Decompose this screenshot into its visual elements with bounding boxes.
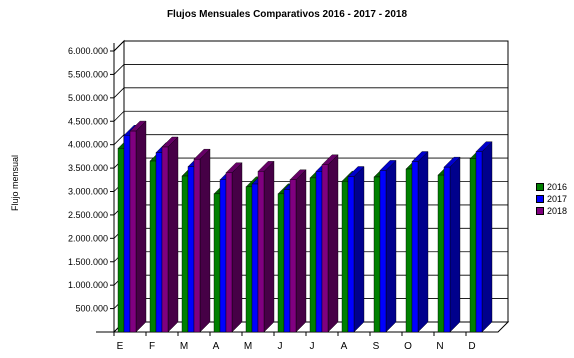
x-tick-label: M bbox=[180, 341, 188, 352]
x-tick-label: J bbox=[310, 341, 315, 352]
legend: 2016 2017 2018 bbox=[536, 181, 567, 217]
bar bbox=[123, 135, 131, 333]
bar bbox=[161, 146, 169, 333]
bar bbox=[129, 130, 137, 333]
y-tick-label: 2.500.000 bbox=[68, 210, 108, 220]
bar bbox=[193, 158, 201, 333]
bar-side bbox=[167, 136, 179, 333]
bar bbox=[475, 151, 483, 333]
bar bbox=[277, 193, 285, 333]
y-tick-label: 3.000.000 bbox=[68, 187, 108, 197]
gridline bbox=[113, 64, 508, 75]
gridline bbox=[113, 134, 508, 145]
gridline bbox=[113, 40, 508, 52]
bar bbox=[187, 166, 195, 333]
bar bbox=[437, 174, 445, 333]
y-tick-label: 5.000.000 bbox=[68, 93, 108, 103]
x-tick-label: M bbox=[244, 341, 252, 352]
bar bbox=[283, 189, 291, 333]
bar-side bbox=[231, 162, 243, 333]
x-tick-label: A bbox=[341, 341, 348, 352]
chart-title: Flujos Mensuales Comparativos 2016 - 201… bbox=[166, 9, 408, 20]
y-tick-label: 6.000.000 bbox=[68, 46, 108, 56]
bar-side bbox=[135, 120, 147, 333]
bar-side bbox=[417, 151, 429, 333]
bar bbox=[315, 171, 323, 333]
x-tick-label: F bbox=[149, 341, 155, 352]
legend-swatch bbox=[536, 195, 544, 203]
y-tick-label: 1.000.000 bbox=[68, 280, 108, 290]
bar bbox=[411, 161, 419, 333]
bar bbox=[213, 193, 221, 333]
bar bbox=[257, 171, 265, 333]
legend-label: 2017 bbox=[547, 194, 568, 204]
bar bbox=[251, 183, 259, 333]
bar bbox=[379, 170, 387, 333]
gridline bbox=[113, 110, 508, 122]
legend-swatch bbox=[536, 207, 544, 215]
bar bbox=[155, 152, 163, 333]
bar bbox=[309, 177, 317, 333]
bar-side bbox=[263, 160, 275, 333]
y-tick-label: 1.500.000 bbox=[68, 257, 108, 267]
bar-side bbox=[481, 141, 493, 333]
y-tick-label: 4.500.000 bbox=[68, 116, 108, 126]
x-tick-label: J bbox=[278, 341, 283, 352]
bar bbox=[181, 175, 189, 333]
x-tick-label: A bbox=[213, 341, 220, 352]
bar-side bbox=[199, 148, 211, 333]
legend-swatch bbox=[536, 183, 544, 191]
bar-side bbox=[353, 166, 365, 333]
x-tick-label: D bbox=[468, 341, 475, 352]
bar bbox=[373, 176, 381, 333]
bar bbox=[443, 166, 451, 333]
bar bbox=[289, 179, 297, 333]
y-tick-label: 3.500.000 bbox=[68, 163, 108, 173]
bar bbox=[347, 176, 355, 333]
legend-item: 2018 bbox=[536, 205, 567, 217]
bar-side bbox=[327, 154, 339, 333]
bar bbox=[405, 168, 413, 333]
y-tick-label: 2.000.000 bbox=[68, 233, 108, 243]
x-tick-label: E bbox=[117, 341, 124, 352]
bar-side bbox=[295, 169, 307, 333]
legend-label: 2018 bbox=[547, 206, 568, 216]
y-tick-label: 500.000 bbox=[75, 304, 108, 314]
x-tick-label: O bbox=[404, 341, 412, 352]
legend-label: 2016 bbox=[547, 182, 568, 192]
y-tick-label: 5.500.000 bbox=[68, 69, 108, 79]
legend-item: 2016 bbox=[536, 181, 567, 193]
bar bbox=[321, 164, 329, 333]
bar-side bbox=[449, 156, 461, 333]
x-tick-label: S bbox=[373, 341, 380, 352]
bar-side bbox=[385, 159, 397, 333]
bar bbox=[225, 172, 233, 333]
gridline bbox=[113, 87, 508, 99]
x-tick-label: N bbox=[436, 341, 443, 352]
bar bbox=[149, 160, 157, 333]
bar bbox=[341, 180, 349, 333]
y-tick-label: 4.000.000 bbox=[68, 140, 108, 150]
bar bbox=[219, 179, 227, 333]
bar bbox=[245, 186, 253, 333]
bar bbox=[117, 148, 125, 333]
bar bbox=[469, 158, 477, 333]
legend-item: 2017 bbox=[536, 193, 567, 205]
